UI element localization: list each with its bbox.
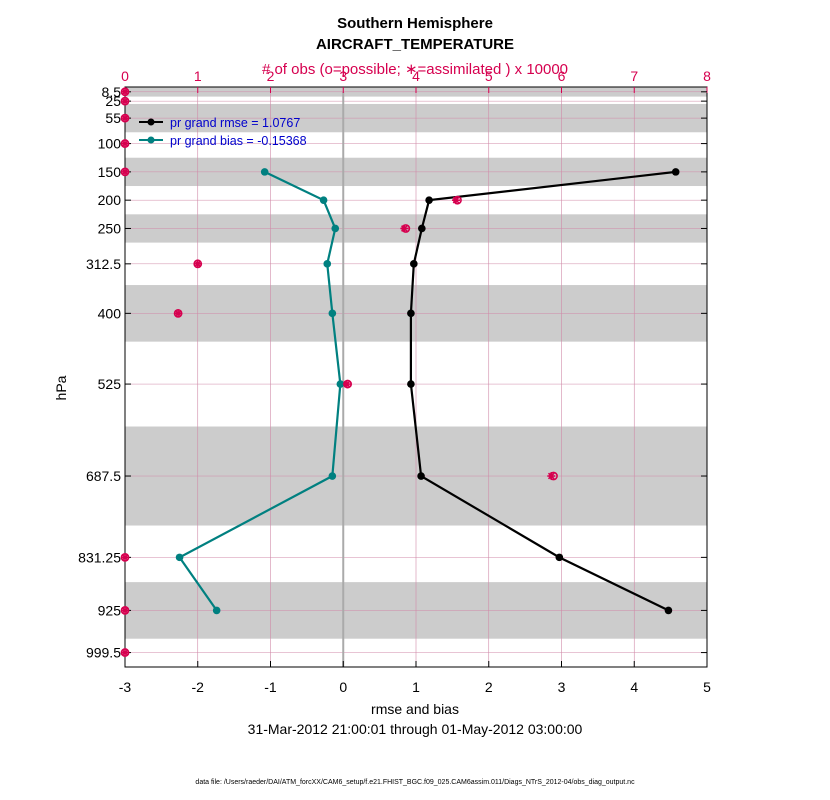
series-point-bias-1: [319, 196, 328, 204]
series-point-bias-5: [336, 380, 345, 388]
x-axis-label: rmse and bias: [371, 701, 459, 717]
top-tick-label-3: 3: [339, 68, 347, 84]
top-tick-label-1: 1: [194, 68, 202, 84]
obs-assimilated-0: [121, 87, 129, 96]
series-point-bias-3: [323, 260, 332, 268]
obs-assimilated-8: [174, 309, 183, 318]
top-tick-label-2: 2: [267, 68, 275, 84]
legend-rmse-marker: [147, 118, 155, 126]
series-layer: [175, 168, 680, 615]
x-tick-label--1: -1: [264, 679, 277, 695]
y-tick-label-400: 400: [98, 305, 122, 321]
y-tick-label-925: 925: [98, 602, 122, 618]
obs-assimilated-d2-10: [547, 472, 555, 480]
series-point-rmse-2: [418, 224, 426, 233]
top-tick-label-5: 5: [485, 68, 493, 84]
top-tick-label-7: 7: [630, 68, 638, 84]
series-point-bias-6: [328, 472, 337, 480]
top-tick-label-6: 6: [558, 68, 566, 84]
obs-assimilated-9: [342, 380, 351, 389]
obs-assimilated-10: [547, 472, 556, 481]
y-tick-label-150: 150: [98, 164, 122, 180]
series-point-rmse-1: [425, 196, 433, 204]
obs-assimilated-d2-3: [121, 140, 129, 147]
y-tick-label-687.5: 687.5: [86, 468, 121, 484]
series-point-rmse-6: [417, 472, 425, 480]
obs-assimilated-13: [121, 648, 129, 657]
x-tick-label-4: 4: [630, 679, 638, 695]
obs-assimilated-d2-8: [174, 309, 182, 317]
series-point-bias-2: [331, 224, 340, 233]
obs-assimilated-d2-0: [121, 88, 129, 96]
obs-assimilated-d2-7: [194, 260, 202, 268]
obs-assimilated-d2-12: [121, 607, 129, 614]
x-tick-label-2: 2: [485, 679, 493, 695]
top-axis-label: # of obs (o=possible; ∗=assimilated ) x …: [262, 61, 568, 78]
obs-assimilated-d2-4: [121, 168, 129, 176]
date-range: 31-Mar-2012 21:00:01 through 01-May-2012…: [248, 721, 583, 737]
obs-assimilated-d2-1: [121, 97, 129, 105]
obs-assimilated-4: [121, 167, 129, 176]
obs-assimilated-11: [121, 553, 129, 562]
y-tick-label-100: 100: [98, 136, 122, 152]
y-tick-label-8.5: 8.5: [102, 84, 122, 100]
obs-assimilated-d2-2: [121, 114, 129, 122]
x-tick-label--2: -2: [192, 679, 205, 695]
y-tick-label-312.5: 312.5: [86, 256, 121, 272]
series-point-bias-0: [260, 168, 269, 176]
chart-title-line1: Southern Hemisphere: [337, 15, 493, 32]
legend-rmse-label: pr grand rmse = 1.0767: [170, 116, 300, 130]
obs-assimilated-d2-9: [343, 380, 351, 388]
top-tick-label-4: 4: [412, 68, 420, 84]
series-point-bias-8: [212, 606, 221, 615]
obs-assimilated-5: [452, 196, 461, 205]
y-tick-label-831.25: 831.25: [78, 549, 121, 565]
y-tick-label-25: 25: [105, 93, 121, 109]
obs-assimilated-6: [400, 224, 409, 233]
legend: pr grand rmse = 1.0767 pr grand bias = -…: [139, 116, 307, 148]
series-point-rmse-7: [555, 553, 564, 562]
top-tick-label-8: 8: [703, 68, 711, 84]
obs-assimilated-d2-6: [400, 225, 408, 232]
series-point-rmse-5: [407, 380, 415, 388]
obs-assimilated-d2-13: [121, 649, 129, 656]
y-tick-label-55: 55: [105, 110, 121, 126]
series-point-bias-7: [175, 553, 184, 562]
x-tick-label--3: -3: [119, 679, 132, 695]
y-axis-label: hPa: [53, 375, 69, 400]
legend-bias-label: pr grand bias = -0.15368: [170, 134, 307, 148]
obs-count-markers: [120, 87, 558, 657]
obs-assimilated-12: [121, 606, 129, 615]
obs-assimilated-1: [121, 97, 129, 106]
series-point-rmse-3: [410, 260, 418, 268]
y-tick-label-999.5: 999.5: [86, 645, 121, 661]
series-point-rmse-8: [664, 606, 673, 615]
obs-assimilated-3: [121, 139, 129, 148]
series-point-rmse-4: [407, 309, 415, 318]
x-tick-label-3: 3: [558, 679, 566, 695]
obs-assimilated-d2-5: [452, 196, 460, 204]
series-point-rmse-0: [671, 168, 680, 176]
top-tick-label-0: 0: [121, 68, 129, 84]
series-point-bias-4: [328, 309, 337, 318]
y-tick-label-525: 525: [98, 376, 122, 392]
y-tick-label-200: 200: [98, 192, 122, 208]
obs-assimilated-2: [121, 114, 129, 123]
chart-title-line2: AIRCRAFT_TEMPERATURE: [316, 36, 514, 53]
legend-bias-marker: [147, 136, 155, 144]
obs-assimilated-d2-11: [121, 554, 129, 561]
x-tick-label-5: 5: [703, 679, 711, 695]
data-file-path: data file: /Users/raeder/DAI/ATM_forcXX/…: [195, 779, 635, 786]
x-tick-label-0: 0: [339, 679, 347, 695]
x-tick-label-1: 1: [412, 679, 420, 695]
obs-assimilated-7: [193, 259, 202, 268]
y-tick-label-250: 250: [98, 220, 122, 236]
